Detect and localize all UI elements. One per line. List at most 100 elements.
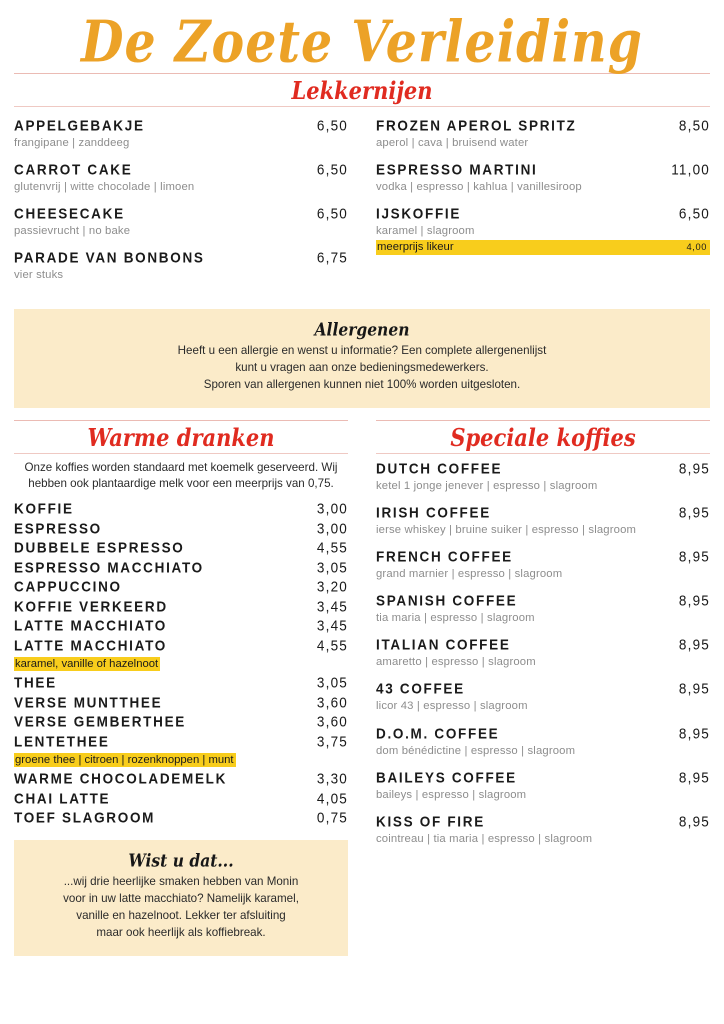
- drink-item: VERSE MUNTTHEE 3,60: [14, 694, 348, 711]
- drink-item-name: CHAI LATTE: [14, 790, 111, 807]
- speciale-koffies-column: Speciale koffies DUTCH COFFEE 8,95 ketel 1…: [376, 419, 710, 956]
- drink-item: ESPRESSO MACCHIATO 3,05: [14, 559, 348, 576]
- section-header-lekkernijen: Lekkernijen: [14, 74, 710, 106]
- menu-item-name: D.O.M. COFFEE: [376, 724, 500, 742]
- menu-item: CARROT CAKE 6,50 glutenvrij | witte chocol…: [14, 161, 348, 194]
- drink-item-price: 3,60: [316, 713, 348, 731]
- drink-item-name: WARME CHOCOLADEMELK: [14, 770, 228, 788]
- warme-dranken-intro-line: Onze koffies worden standaard met koemel…: [24, 460, 338, 474]
- menu-item-description: vier stuks: [14, 269, 64, 282]
- menu-item-name: FROZEN APEROL SPRITZ: [376, 117, 577, 134]
- drink-item-name: KOFFIE VERKEERD: [14, 598, 168, 615]
- menu-item-price: 8,95: [678, 680, 710, 698]
- drink-item-name: VERSE MUNTTHEE: [14, 694, 163, 711]
- menu-item: PARADE VAN BONBONS 6,75 vier stuks: [14, 249, 348, 282]
- drink-item-price: 3,30: [316, 770, 348, 788]
- drink-item-row: VERSE GEMBERTHEE 3,60: [14, 713, 348, 731]
- menu-item-name: SPANISH COFFEE: [376, 592, 518, 610]
- allergenen-text: Heeft u een allergie en wenst u informat…: [28, 343, 696, 393]
- wist-u-dat-line: ...wij drie heerlijke smaken hebben van …: [63, 875, 299, 889]
- drink-item: DUBBELE ESPRESSO 4,55: [14, 540, 348, 557]
- menu-item-row: IRISH COFFEE 8,95: [376, 504, 710, 521]
- drink-item-price: 4,05: [316, 790, 348, 807]
- menu-item-row: 43 COFFEE 8,95: [376, 680, 710, 698]
- divider-bottom-warme-dranken: [14, 452, 348, 454]
- menu-item-name: 43 COFFEE: [376, 680, 465, 698]
- menu-item-description: baileys | espresso | slagroom: [376, 788, 527, 801]
- menu-item-row: ESPRESSO MARTINI 11,00: [376, 161, 710, 179]
- menu-item: BAILEYS COFFEE 8,95 baileys | espresso | s…: [376, 768, 710, 802]
- lekkernijen-left-column: APPELGEBAKJE 6,50 frangipane | zanddeeg CAR…: [14, 117, 348, 295]
- drink-item-variants-wrap: groene thee | citroen | rozenknoppen | m…: [14, 750, 348, 768]
- drink-item-row: ESPRESSO MACCHIATO 3,05: [14, 559, 348, 576]
- drink-item-price: 3,05: [316, 559, 348, 576]
- drink-item-price: 3,05: [316, 674, 348, 692]
- menu-item-name: IJSKOFFIE: [376, 205, 462, 223]
- menu-item: SPANISH COFFEE 8,95 tia maria | espresso |…: [376, 592, 710, 625]
- menu-item-row: BAILEYS COFFEE 8,95: [376, 768, 710, 786]
- menu-item-description: ketel 1 jonge jenever | espresso | slagr…: [376, 479, 598, 492]
- section-title-warme-dranken: Warme dranken: [87, 423, 275, 452]
- menu-item: DUTCH COFFEE 8,95 ketel 1 jonge jenever | …: [376, 460, 710, 493]
- menu-item-price: 8,95: [678, 724, 710, 742]
- drink-item-price: 4,55: [316, 637, 348, 654]
- drink-item-variants: karamel, vanille of hazelnoot: [14, 656, 161, 671]
- drink-item: KOFFIE VERKEERD 3,45: [14, 598, 348, 615]
- drink-item-name: LATTE MACCHIATO: [14, 617, 167, 635]
- menu-item-name: CARROT CAKE: [14, 161, 133, 179]
- drink-item-row: DUBBELE ESPRESSO 4,55: [14, 540, 348, 557]
- warme-dranken-intro: Onze koffies worden standaard met koemel…: [14, 454, 348, 500]
- section-header-speciale-koffies: Speciale koffies: [376, 421, 710, 453]
- menu-item-name: APPELGEBAKJE: [14, 117, 145, 134]
- lekkernijen-columns: APPELGEBAKJE 6,50 frangipane | zanddeeg CAR…: [14, 117, 710, 295]
- drink-item-price: 3,60: [316, 694, 348, 711]
- drink-item: LENTETHEE 3,75 groene thee | citroen | roz…: [14, 733, 348, 768]
- menu-item-price: 6,50: [316, 205, 348, 223]
- drink-item-price: 3,45: [316, 617, 348, 635]
- wist-u-dat-line: maar ook heerlijk als koffiebreak.: [96, 925, 266, 939]
- menu-item-name: ESPRESSO MARTINI: [376, 161, 538, 179]
- drink-item-name: KOFFIE: [14, 500, 74, 518]
- section-title-lekkernijen: Lekkernijen: [291, 76, 433, 105]
- menu-item-name: DUTCH COFFEE: [376, 460, 503, 477]
- menu-item-row: FROZEN APEROL SPRITZ 8,50: [376, 117, 710, 134]
- menu-item-description: tia maria | espresso | slagroom: [376, 612, 535, 625]
- drink-item-variants-wrap: karamel, vanille of hazelnoot: [14, 654, 348, 672]
- menu-item-description: karamel | slagroom: [376, 225, 475, 238]
- menu-item-price: 8,95: [678, 504, 710, 521]
- drink-item-price: 3,20: [316, 578, 348, 596]
- drink-item-row: LENTETHEE 3,75: [14, 733, 348, 750]
- drink-item-price: 3,00: [316, 520, 348, 537]
- menu-item-name: CHEESECAKE: [14, 205, 125, 223]
- menu-item-description: glutenvrij | witte chocolade | limoen: [14, 181, 195, 194]
- drink-item: THEE 3,05: [14, 674, 348, 692]
- menu-item-name: BAILEYS COFFEE: [376, 768, 517, 786]
- drink-item-row: WARME CHOCOLADEMELK 3,30: [14, 770, 348, 788]
- menu-item-price: 6,75: [316, 249, 348, 267]
- drink-item: KOFFIE 3,00: [14, 500, 348, 518]
- drink-item: CHAI LATTE 4,05: [14, 790, 348, 807]
- menu-item-price: 6,50: [678, 205, 710, 223]
- drink-item-row: LATTE MACCHIATO 4,55: [14, 637, 348, 654]
- menu-item-row: CARROT CAKE 6,50: [14, 161, 348, 179]
- menu-item-row: IJSKOFFIE 6,50: [376, 205, 710, 223]
- menu-item: ITALIAN COFFEE 8,95 amaretto | espresso | …: [376, 637, 710, 669]
- wist-u-dat-box: Wist u dat... ...wij drie heerlijke smak…: [14, 840, 348, 956]
- menu-item-surcharge-row: meerprijs likeur 4,00: [376, 240, 710, 256]
- menu-item-row: APPELGEBAKJE 6,50: [14, 117, 348, 134]
- drink-item: LATTE MACCHIATO 4,55 karamel, vanille of h…: [14, 637, 348, 672]
- drink-item-name: VERSE GEMBERTHEE: [14, 713, 186, 731]
- menu-item-row: CHEESECAKE 6,50: [14, 205, 348, 223]
- divider-top-speciale-koffies: [376, 419, 710, 421]
- section-header-warme-dranken: Warme dranken: [14, 421, 348, 453]
- drink-item-row: TOEF SLAGROOM 0,75: [14, 810, 348, 827]
- menu-item-price: 8,95: [678, 768, 710, 786]
- menu-item-row: DUTCH COFFEE 8,95: [376, 460, 710, 477]
- drink-item-variants: groene thee | citroen | rozenknoppen | m…: [14, 752, 236, 767]
- drink-item-row: CHAI LATTE 4,05: [14, 790, 348, 807]
- menu-item-price: 11,00: [671, 161, 710, 179]
- drink-item-row: KOFFIE 3,00: [14, 500, 348, 518]
- drink-item-name: ESPRESSO MACCHIATO: [14, 559, 204, 576]
- surcharge-price: 4,00: [686, 242, 707, 253]
